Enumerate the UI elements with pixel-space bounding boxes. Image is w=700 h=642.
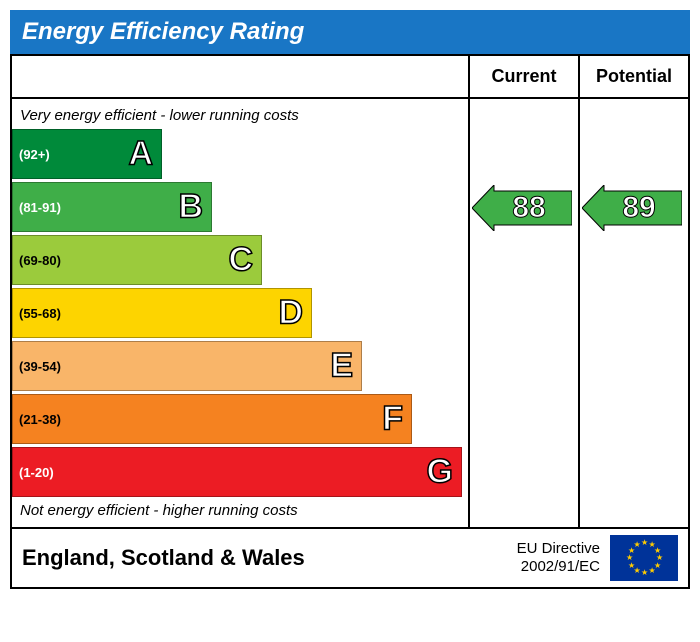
directive-line1: EU Directive: [517, 540, 600, 558]
eu-star-icon: ★: [641, 540, 647, 546]
eu-star-icon: ★: [628, 563, 634, 569]
current-badge: 88: [472, 185, 572, 231]
footer-directive: EU Directive 2002/91/EC: [517, 540, 600, 576]
band-row-a: (92+) A: [12, 129, 468, 179]
band-range-b: (81-91): [13, 200, 61, 215]
band-bar-g: (1-20) G: [12, 447, 462, 497]
band-row-e: (39-54) E: [12, 341, 468, 391]
potential-value: 89: [608, 191, 655, 225]
band-bar-f: (21-38) F: [12, 394, 412, 444]
potential-badge: 89: [582, 185, 682, 231]
band-range-f: (21-38): [13, 412, 61, 427]
band-letter-b: B: [178, 188, 203, 227]
band-bar-c: (69-80) C: [12, 235, 262, 285]
current-value: 88: [498, 191, 545, 225]
band-range-e: (39-54): [13, 359, 61, 374]
band-row-f: (21-38) F: [12, 394, 468, 444]
rating-grid: Current Potential Very energy efficient …: [10, 54, 690, 589]
band-range-g: (1-20): [13, 465, 54, 480]
eu-star-icon: ★: [641, 570, 647, 576]
current-column: 88: [468, 97, 578, 527]
band-letter-f: F: [382, 400, 403, 439]
eu-star-icon: ★: [634, 542, 640, 548]
band-range-c: (69-80): [13, 253, 61, 268]
header-blank: [12, 54, 468, 97]
directive-line2: 2002/91/EC: [517, 558, 600, 576]
header-potential: Potential: [578, 54, 688, 97]
header-current: Current: [468, 54, 578, 97]
band-letter-c: C: [228, 241, 253, 280]
band-range-a: (92+): [13, 147, 50, 162]
eu-star-icon: ★: [626, 555, 632, 561]
bands-chart: Very energy efficient - lower running co…: [12, 97, 468, 527]
band-range-d: (55-68): [13, 306, 61, 321]
band-bar-a: (92+) A: [12, 129, 162, 179]
band-row-g: (1-20) G: [12, 447, 468, 497]
top-note: Very energy efficient - lower running co…: [12, 105, 468, 126]
title-bar: Energy Efficiency Rating: [10, 10, 690, 54]
band-bar-e: (39-54) E: [12, 341, 362, 391]
band-letter-a: A: [128, 135, 153, 174]
band-letter-g: G: [427, 453, 453, 492]
footer: England, Scotland & Wales EU Directive 2…: [12, 527, 688, 587]
band-letter-e: E: [330, 347, 353, 386]
band-letter-d: D: [278, 294, 303, 333]
band-row-b: (81-91) B: [12, 182, 468, 232]
eu-star-icon: ★: [649, 568, 655, 574]
potential-column: 89: [578, 97, 688, 527]
bottom-note: Not energy efficient - higher running co…: [12, 500, 468, 521]
footer-region: England, Scotland & Wales: [22, 545, 507, 571]
band-row-c: (69-80) C: [12, 235, 468, 285]
eu-flag-icon: ★★★★★★★★★★★★: [610, 535, 678, 581]
band-row-d: (55-68) D: [12, 288, 468, 338]
band-bar-b: (81-91) B: [12, 182, 212, 232]
band-bar-d: (55-68) D: [12, 288, 312, 338]
